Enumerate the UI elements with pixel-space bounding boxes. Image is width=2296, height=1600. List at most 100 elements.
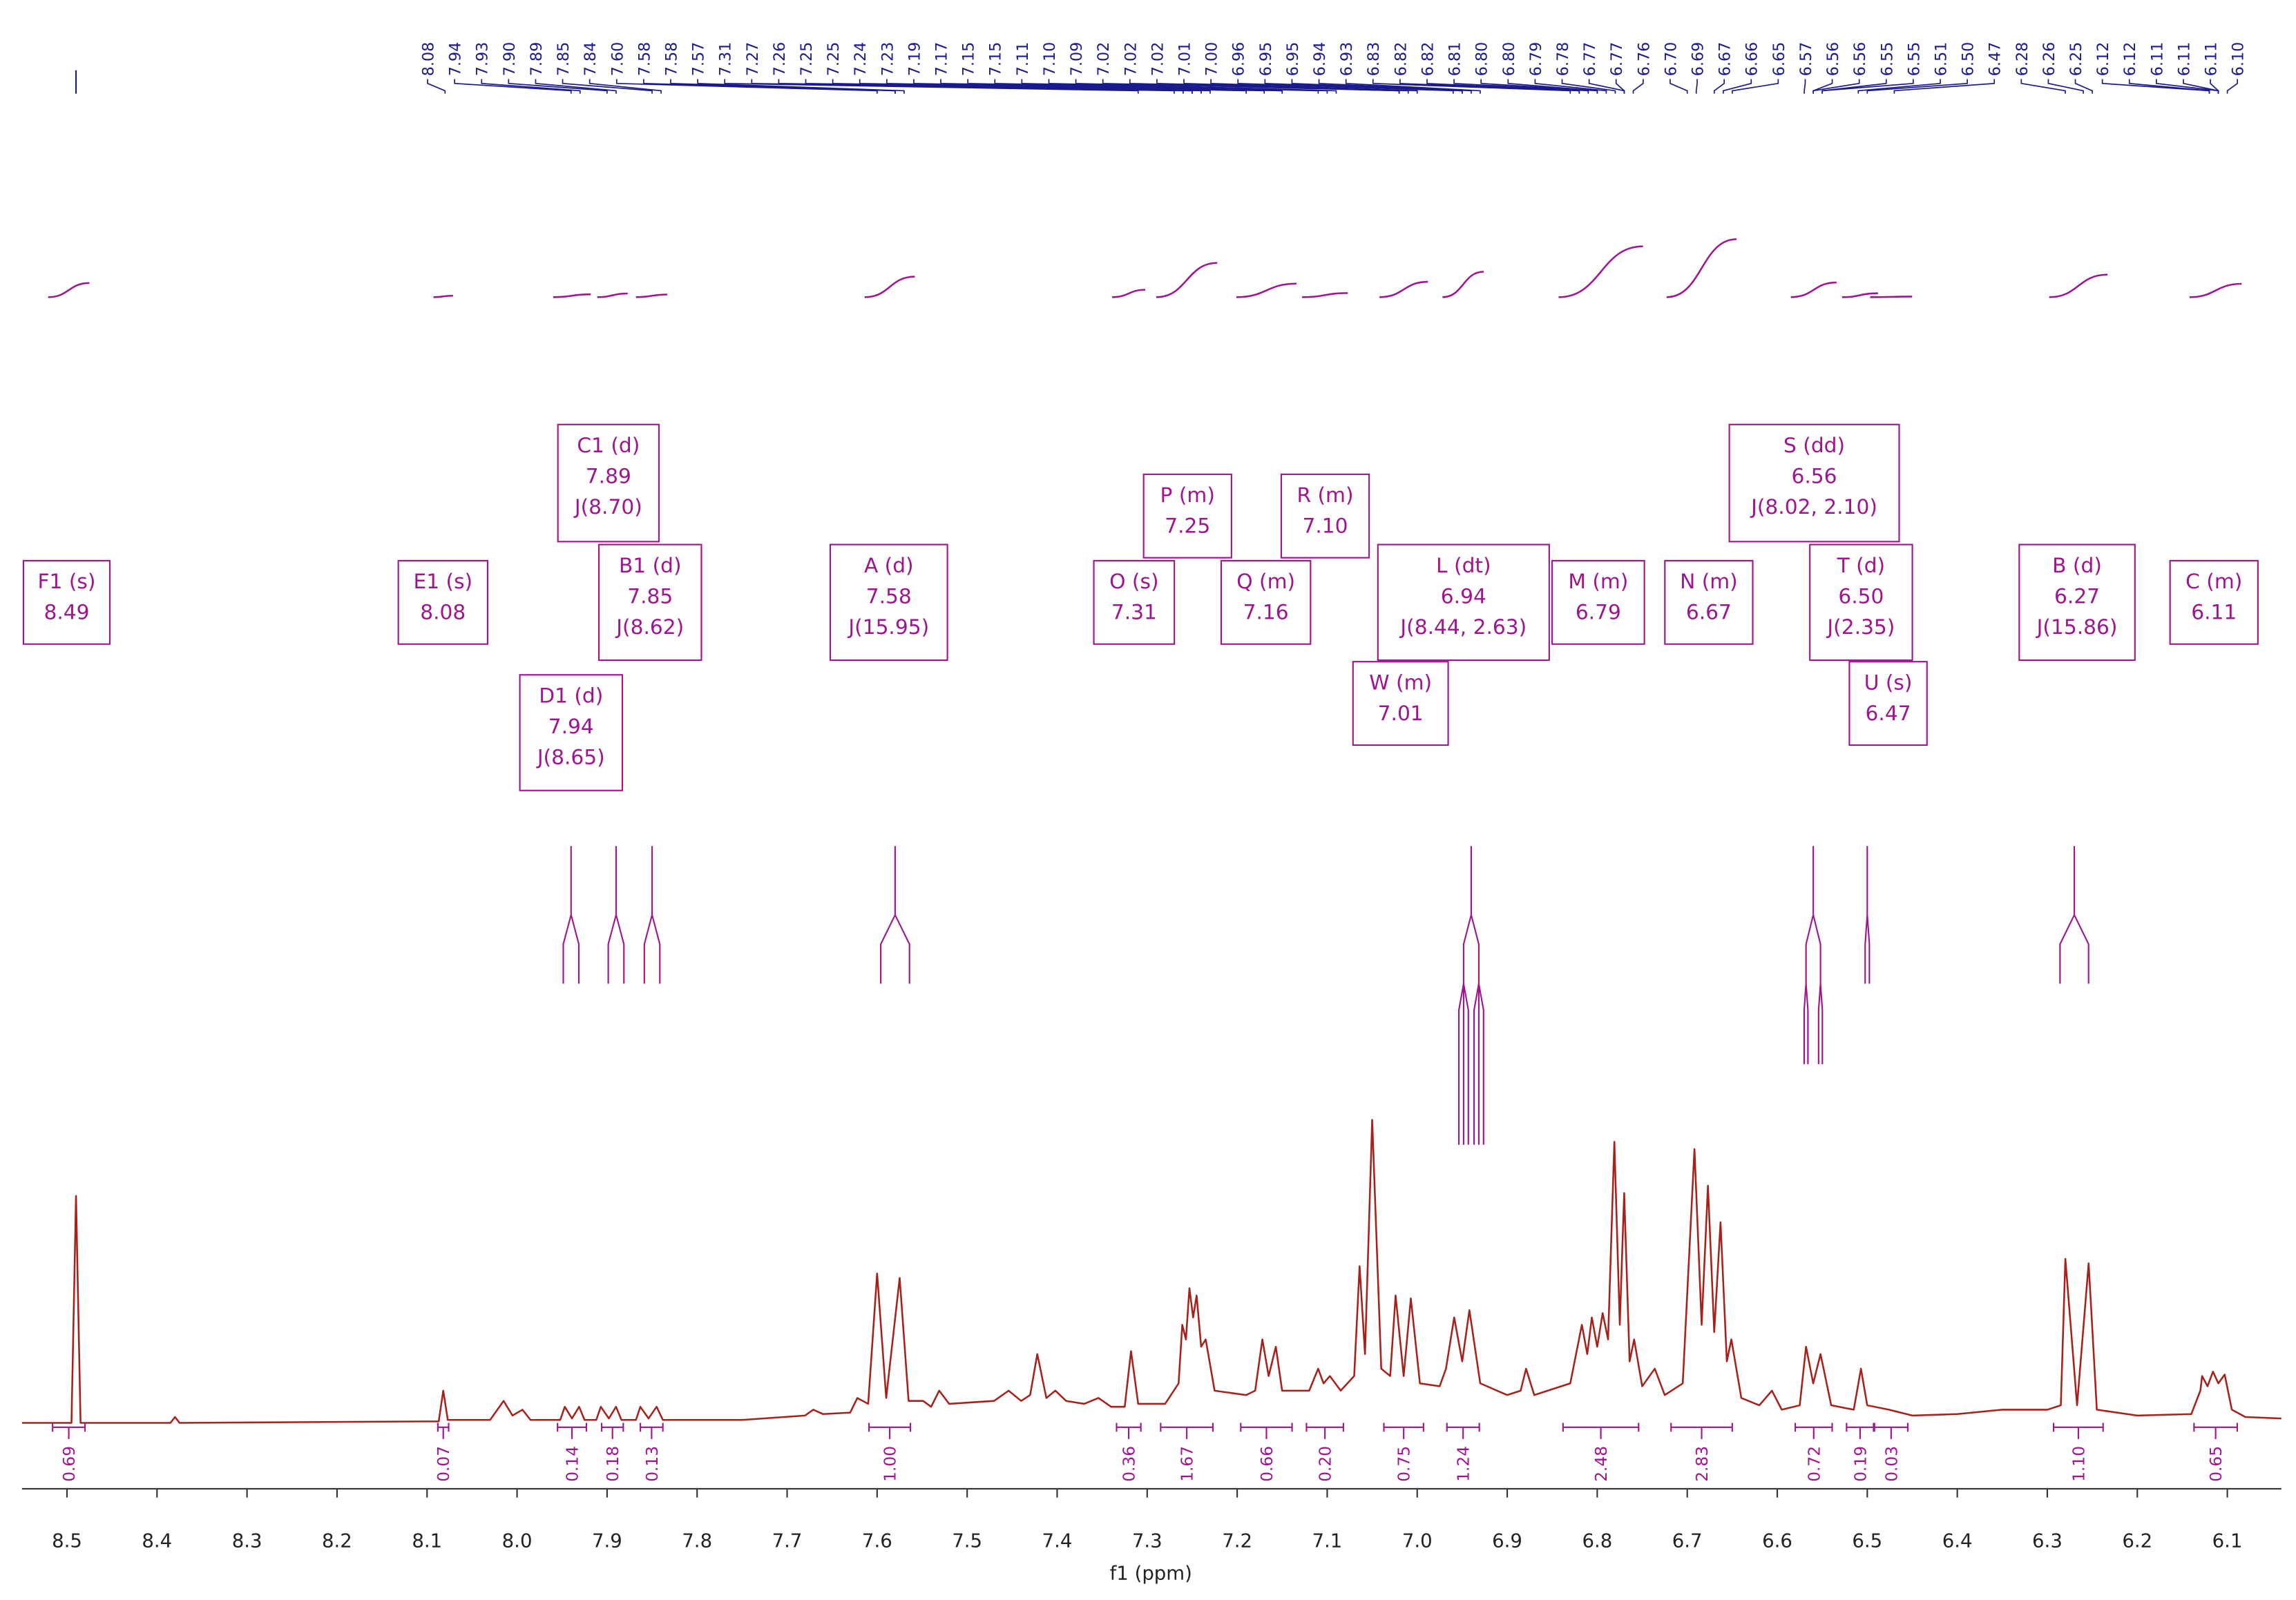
tree-branch — [1864, 914, 1868, 984]
x-tick-label: 8.4 — [142, 1530, 172, 1552]
tree-branch — [1458, 983, 1464, 1145]
peak-leader — [535, 79, 617, 94]
peak-label: 6.67 — [1716, 42, 1734, 77]
integral-bracket — [1873, 1423, 1909, 1439]
integral-bracket — [52, 1423, 86, 1439]
multiplet-shift: 6.56 — [1792, 464, 1837, 488]
multiplet-label: B1 (d) — [619, 553, 682, 577]
multiplet-box — [1220, 559, 1312, 645]
x-tick-label: 6.2 — [2122, 1530, 2152, 1552]
integral-label: 0.03 — [1882, 1446, 1901, 1482]
peak-leader — [589, 79, 662, 94]
tree-branch — [1812, 914, 1821, 984]
tree-branch — [1462, 983, 1469, 1145]
integral-curve — [1666, 238, 1737, 298]
multiplet-box — [597, 543, 702, 662]
multiplet-shift: 6.50 — [1838, 584, 1884, 608]
integral-curve — [1112, 289, 1146, 298]
peak-leader — [2210, 79, 2219, 94]
multiplet-label: N (m) — [1680, 569, 1738, 593]
multiplet-label: S (dd) — [1783, 433, 1845, 457]
tree-branch — [562, 914, 572, 984]
integral-curve — [2049, 273, 2108, 298]
x-tick-label: 6.6 — [1762, 1530, 1792, 1552]
x-tick-label: 7.2 — [1222, 1530, 1252, 1552]
tree-branch — [1817, 983, 1821, 1065]
multiplet-box — [1809, 543, 1913, 662]
peak-label: 7.25 — [798, 42, 816, 77]
multiplet-shift: 7.10 — [1302, 514, 1348, 538]
integral-bracket — [2193, 1423, 2238, 1439]
peak-leader — [1507, 79, 1598, 94]
peak-label: 7.90 — [501, 42, 519, 77]
multiplet-label: R (m) — [1297, 483, 1353, 507]
peak-label: 7.31 — [717, 42, 735, 77]
integral-curve — [1442, 271, 1484, 298]
peak-leader — [1722, 79, 1752, 94]
multiplet-box — [1728, 423, 1900, 543]
peak-label: 7.26 — [771, 42, 789, 77]
multiplet-box — [829, 543, 948, 662]
peak-label: 6.81 — [1446, 42, 1464, 77]
integral-curve — [1841, 292, 1878, 298]
peak-label: 7.15 — [960, 42, 978, 77]
multiplet-box — [1280, 473, 1370, 559]
integral-bracket — [437, 1423, 450, 1439]
multiplet-box — [519, 674, 624, 791]
peak-leader — [1866, 79, 1968, 94]
x-tick-label: 6.8 — [1582, 1530, 1612, 1552]
peak-leader — [454, 79, 572, 94]
x-tick-label: 7.5 — [952, 1530, 982, 1552]
x-tick-label: 6.9 — [1492, 1530, 1522, 1552]
peak-label: 6.95 — [1257, 42, 1275, 77]
tree-branch — [1803, 983, 1807, 1065]
tree-branch — [1866, 914, 1871, 984]
peak-leader — [508, 79, 608, 94]
spectrum — [21, 1119, 2281, 1424]
peak-label: 6.50 — [1960, 42, 1978, 77]
tree-branch — [894, 914, 910, 984]
peak-label: 7.02 — [1095, 42, 1113, 77]
peak-label: 7.23 — [879, 42, 897, 77]
integral-label: 0.19 — [1851, 1446, 1870, 1482]
peak-leader — [1426, 79, 1580, 94]
x-tick-label: 6.7 — [1672, 1530, 1703, 1552]
tree-branch — [1805, 914, 1815, 984]
integral-bracket — [557, 1423, 587, 1439]
peak-label: 7.09 — [1068, 42, 1086, 77]
multiplet-shift: 7.89 — [586, 464, 631, 488]
integral-curve — [635, 293, 668, 298]
peak-label: 6.78 — [1554, 42, 1572, 77]
multiplet-box — [2018, 543, 2136, 662]
peak-leader — [670, 79, 896, 94]
multiplet-shift: 7.01 — [1378, 701, 1424, 725]
integral-curve — [1790, 281, 1837, 298]
integral-label: 0.07 — [434, 1446, 453, 1482]
peak-label: 6.76 — [1635, 42, 1653, 77]
peak-label: 6.65 — [1770, 42, 1788, 77]
integral-bracket — [1446, 1423, 1480, 1439]
peak-leader — [1821, 79, 1914, 94]
peak-leader — [1615, 79, 1625, 94]
integral-label: 0.75 — [1395, 1446, 1414, 1482]
peak-label: 7.85 — [555, 42, 573, 77]
integral-bracket — [1305, 1423, 1344, 1439]
peak-leader — [886, 79, 1211, 94]
x-tick-label: 7.0 — [1402, 1530, 1433, 1552]
integral-curve — [1379, 280, 1428, 298]
peak-label: 6.80 — [1473, 42, 1491, 77]
integral-label: 1.24 — [1455, 1446, 1473, 1482]
peak-label: 6.93 — [1338, 42, 1356, 77]
peak-label: 6.66 — [1743, 42, 1761, 77]
multiplet-box — [1551, 559, 1645, 645]
integral-bracket — [601, 1423, 624, 1439]
multiplet-box — [557, 423, 660, 543]
integral-bracket — [1116, 1423, 1142, 1439]
peak-label: 6.11 — [2203, 42, 2221, 77]
multiplet-label: D1 (d) — [539, 684, 603, 708]
peak-label: 6.83 — [1365, 42, 1383, 77]
multiplet-j: J(15.95) — [847, 615, 929, 639]
multiplet-shift: 7.85 — [627, 584, 673, 608]
multiplet-box — [1142, 473, 1232, 559]
